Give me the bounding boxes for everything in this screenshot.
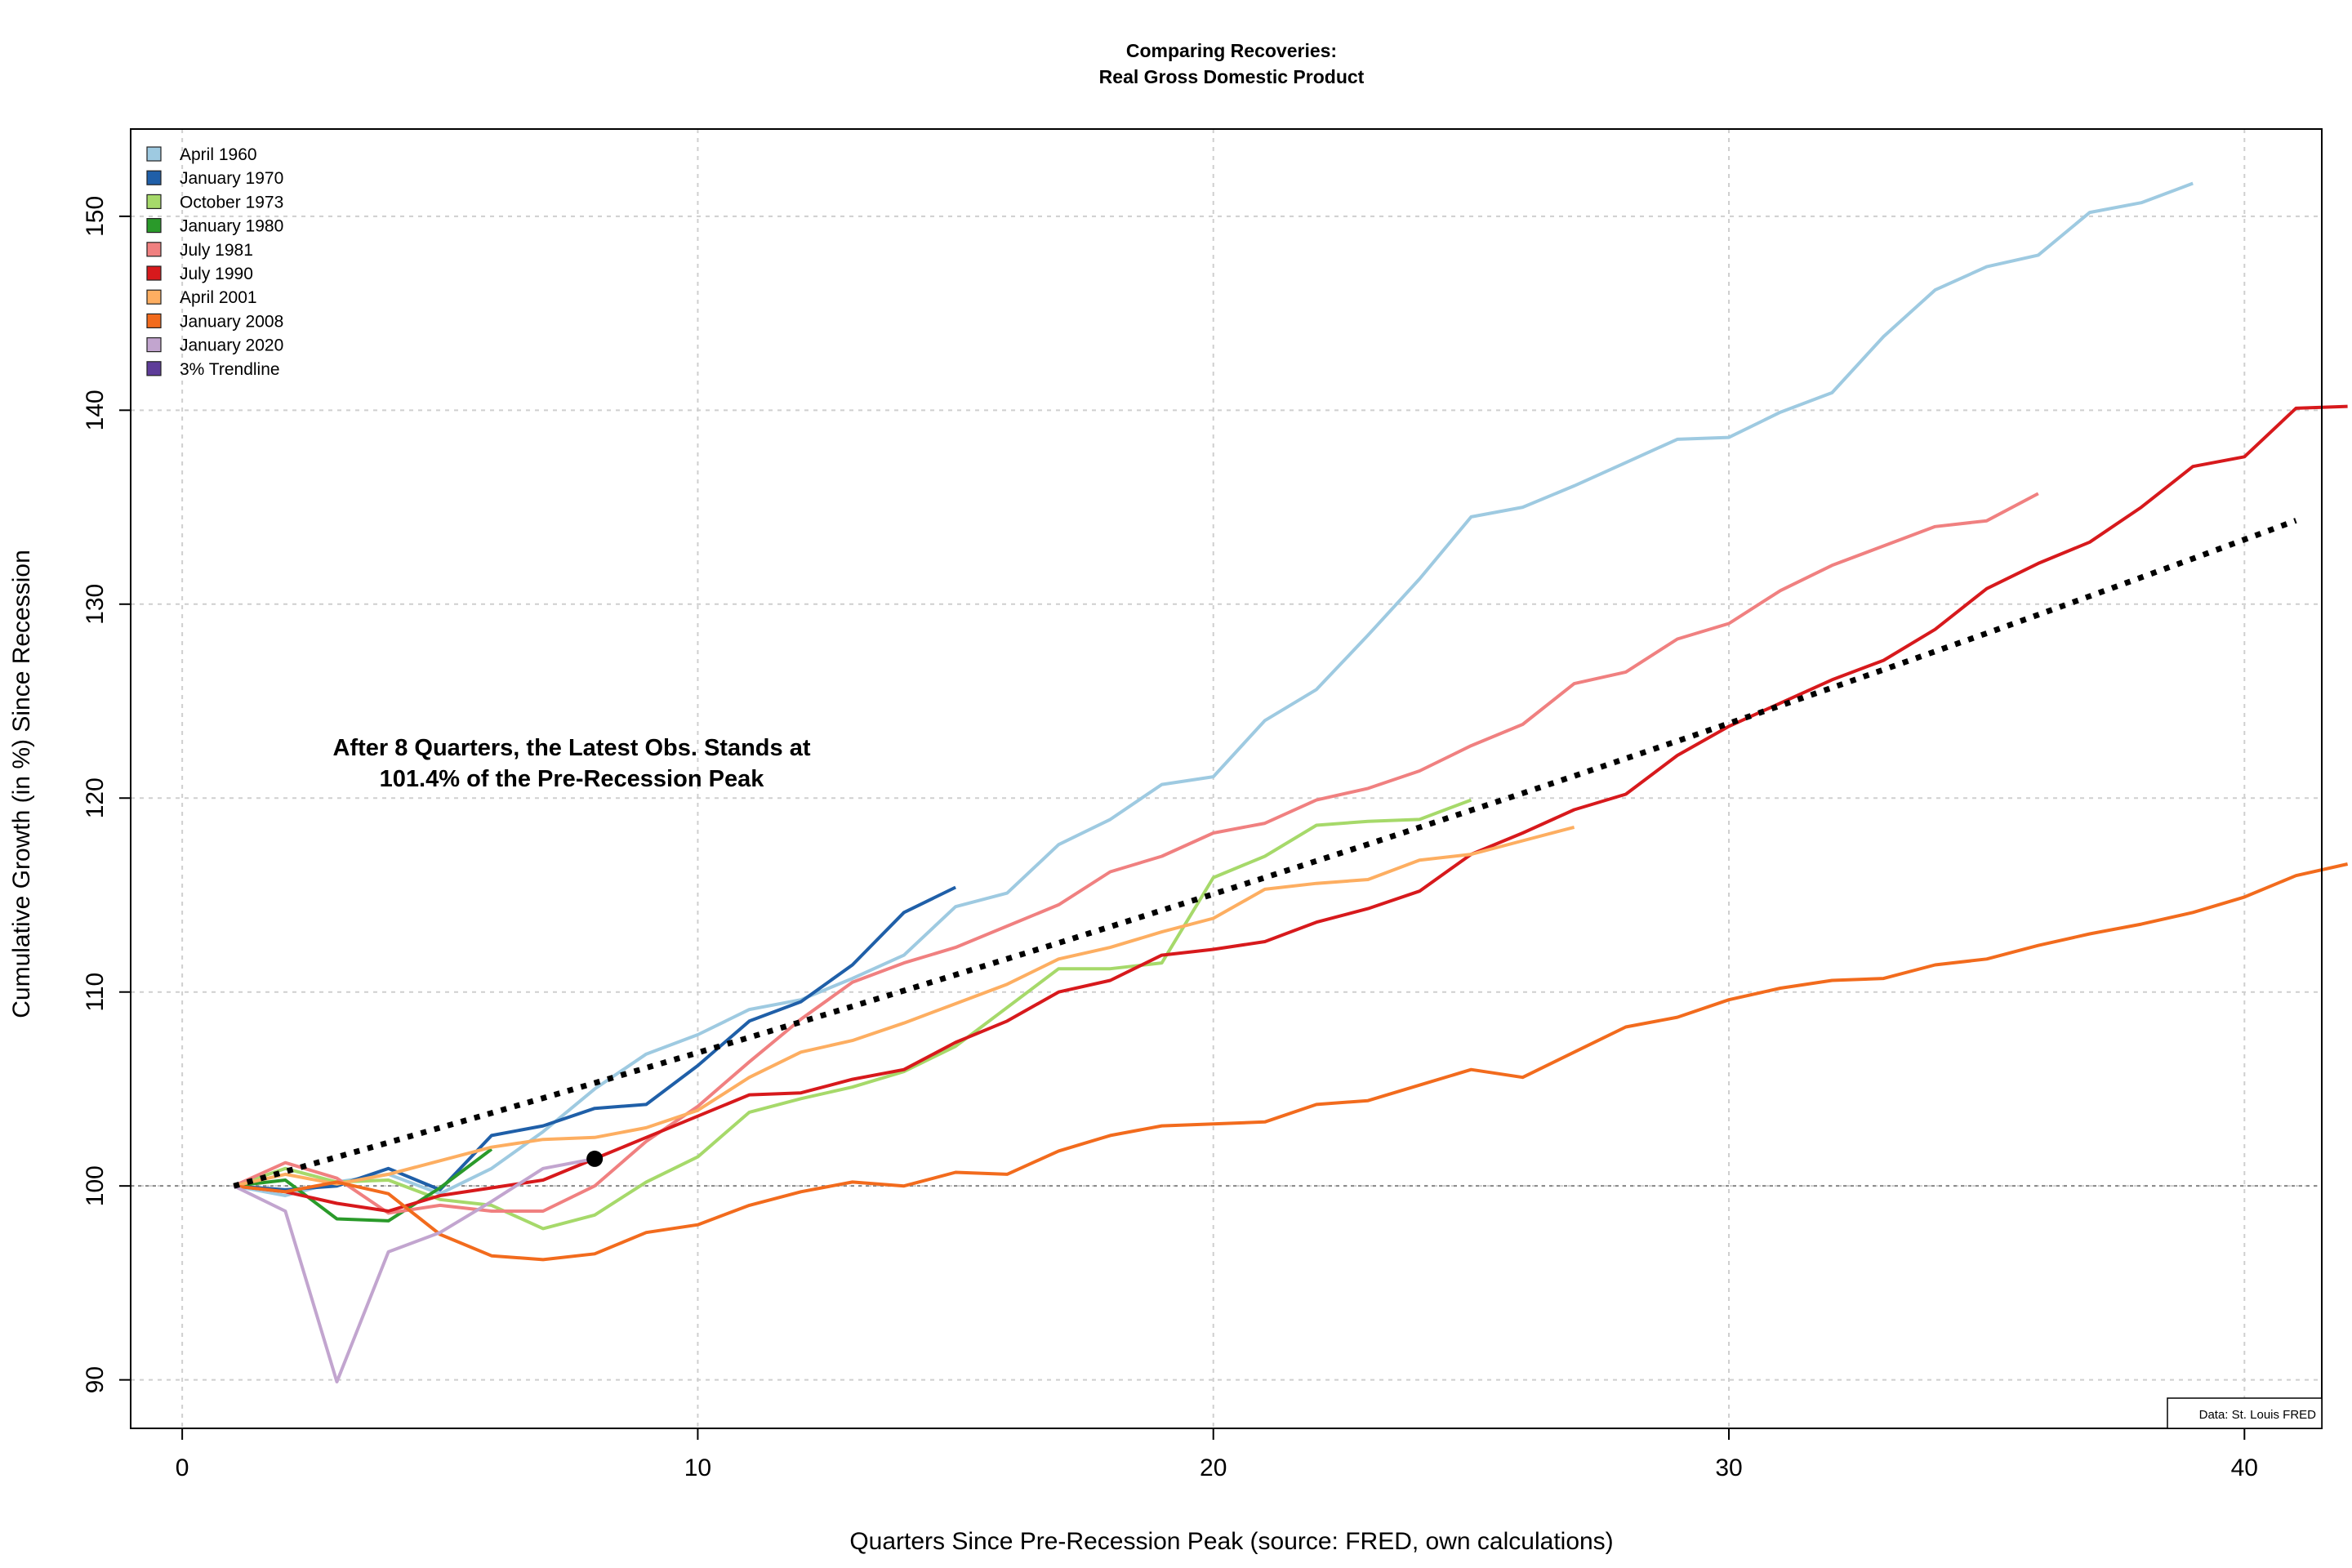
legend-swatch-october-1973 <box>146 194 162 209</box>
x-tick-label: 0 <box>176 1454 189 1481</box>
y-tick-label: 110 <box>82 973 109 1012</box>
plot-frame <box>130 128 2323 1429</box>
source-note-frame <box>2167 1397 2323 1429</box>
series-line-january-1970 <box>234 885 956 1192</box>
annotation-line-1: After 8 Quarters, the Latest Obs. Stands… <box>333 735 811 761</box>
legend-label-january-2008: January 2008 <box>180 312 283 331</box>
y-tick-label: 90 <box>82 1366 109 1393</box>
series-line-january-2008 <box>234 862 2349 1262</box>
x-tick-label: 10 <box>684 1454 711 1481</box>
legend-swatch-january-1980 <box>146 218 162 234</box>
series-line-july-1990 <box>234 404 2348 1213</box>
annotation: After 8 Quarters, the Latest Obs. Stands… <box>333 735 811 792</box>
chart-title-group: Comparing Recoveries: Real Gross Domesti… <box>1099 40 1365 87</box>
legend-label-january-2020: January 2020 <box>180 336 283 355</box>
y-tick-label: 130 <box>82 584 109 625</box>
series-line-january-1980 <box>234 1147 493 1223</box>
y-tick-label: 120 <box>82 777 109 818</box>
series-line-october-1973 <box>233 798 1472 1231</box>
series-line-april-2001 <box>233 825 1575 1188</box>
source-note-box: Data: St. Louis FRED <box>2167 1397 2323 1429</box>
legend-swatch-january-1970 <box>146 170 162 185</box>
legend-label-july-1990: July 1990 <box>180 265 253 283</box>
legend-swatch-january-2020 <box>146 337 162 353</box>
legend-label-3-trendline: 3% Trendline <box>180 360 280 379</box>
series-line-3-trendline <box>233 518 2297 1189</box>
x-tick-label: 30 <box>1715 1454 1742 1481</box>
chart-subtitle: Real Gross Domestic Product <box>1099 66 1365 87</box>
y-tick-label: 150 <box>82 196 109 237</box>
latest-observation-point <box>586 1150 604 1167</box>
marker-layer <box>586 1150 604 1167</box>
legend-label-april-1960: April 1960 <box>180 145 257 164</box>
series-line-january-2020 <box>233 1156 595 1383</box>
legend-swatch-april-1960 <box>146 146 162 162</box>
y-tick-label: 140 <box>82 390 109 430</box>
y-tick-label: 100 <box>82 1165 109 1206</box>
series-layer <box>233 181 2349 1383</box>
x-axis-label: Quarters Since Pre-Recession Peak (sourc… <box>849 1528 1613 1555</box>
legend-swatch-january-2008 <box>146 313 162 328</box>
legend-label-july-1981: July 1981 <box>180 241 253 260</box>
annotation-line-2: 101.4% of the Pre-Recession Peak <box>380 766 765 792</box>
axis-ticks: 0 10 20 30 40 90 100 110 120 130 140 150 <box>82 196 2258 1481</box>
legend-label-october-1973: October 1973 <box>180 193 283 212</box>
legend-label-january-1980: January 1980 <box>180 217 283 236</box>
legend-swatch-april-2001 <box>146 289 162 305</box>
x-tick-label: 40 <box>2231 1454 2258 1481</box>
source-note: Data: St. Louis FRED <box>2199 1408 2317 1422</box>
legend-label-april-2001: April 2001 <box>180 288 257 307</box>
series-line-july-1981 <box>233 492 2039 1215</box>
legend-swatch-july-1990 <box>146 265 162 281</box>
legend: April 1960 January 1970 October 1973 Januar… <box>146 145 283 379</box>
legend-label-january-1970: January 1970 <box>180 169 283 188</box>
chart-title: Comparing Recoveries: <box>1126 40 1337 61</box>
legend-swatch-july-1981 <box>146 242 162 257</box>
y-axis-label: Cumulative Growth (in %) Since Recession <box>8 550 35 1018</box>
series-line-april-1960 <box>233 181 2194 1197</box>
legend-swatch-3-trendline <box>146 361 162 376</box>
x-tick-label: 20 <box>1200 1454 1227 1481</box>
